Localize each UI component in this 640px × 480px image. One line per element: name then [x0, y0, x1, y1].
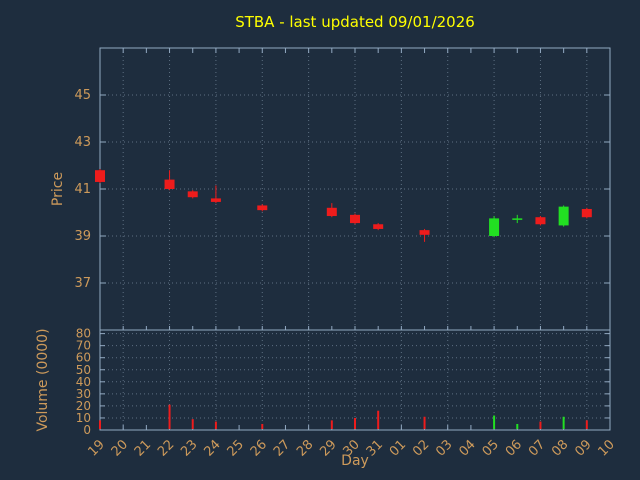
- svg-text:02: 02: [410, 437, 432, 459]
- svg-text:40: 40: [76, 375, 91, 389]
- candlestick-day-05: [489, 216, 500, 238]
- svg-text:41: 41: [74, 182, 91, 197]
- chart-title: STBA - last updated 09/01/2026: [235, 13, 475, 31]
- candlestick-day-22: [164, 170, 175, 191]
- svg-text:80: 80: [76, 327, 91, 341]
- svg-text:06: 06: [503, 437, 525, 459]
- svg-text:03: 03: [433, 437, 455, 459]
- candlestick-day-19: [95, 169, 105, 184]
- svg-text:01: 01: [387, 437, 409, 459]
- candlestick-day-24: [210, 185, 221, 204]
- svg-text:10: 10: [76, 411, 91, 425]
- svg-text:24: 24: [201, 437, 223, 459]
- day-axis-label: Day: [341, 453, 369, 469]
- candlestick-day-08: [558, 205, 569, 227]
- svg-text:37: 37: [74, 276, 91, 291]
- svg-text:04: 04: [456, 437, 478, 459]
- candlestick-day-02: [419, 228, 430, 242]
- candlestick-day-09: [581, 207, 592, 219]
- svg-text:20: 20: [76, 399, 91, 413]
- svg-text:08: 08: [549, 437, 571, 459]
- svg-text:45: 45: [74, 88, 91, 103]
- svg-text:0: 0: [83, 423, 91, 437]
- candlestick-day-31: [373, 223, 384, 231]
- svg-text:28: 28: [294, 437, 316, 459]
- svg-text:60: 60: [76, 351, 91, 365]
- svg-text:09: 09: [572, 437, 594, 459]
- svg-text:07: 07: [526, 437, 548, 459]
- svg-text:50: 50: [76, 363, 91, 377]
- volume-axis-label: Volume (0000): [35, 328, 51, 431]
- price-axis-label: Price: [50, 172, 66, 206]
- svg-text:43: 43: [74, 135, 91, 150]
- svg-text:21: 21: [132, 437, 154, 459]
- svg-text:20: 20: [109, 437, 131, 459]
- svg-text:29: 29: [317, 437, 339, 459]
- svg-text:23: 23: [178, 437, 200, 459]
- svg-text:70: 70: [76, 339, 91, 353]
- candlestick-day-06: [512, 214, 523, 224]
- svg-text:19: 19: [86, 437, 108, 459]
- candlestick-day-30: [350, 213, 360, 225]
- candlestick-day-26: [257, 204, 268, 212]
- svg-text:39: 39: [74, 229, 91, 244]
- svg-text:22: 22: [155, 437, 177, 459]
- candlestick-day-23: [187, 190, 198, 199]
- svg-text:30: 30: [76, 387, 91, 401]
- svg-text:10: 10: [596, 437, 618, 459]
- svg-text:25: 25: [225, 437, 247, 459]
- svg-text:27: 27: [271, 437, 293, 459]
- candlestick-day-07: [535, 216, 546, 226]
- candlestick-day-29: [326, 203, 337, 218]
- svg-text:05: 05: [480, 437, 502, 459]
- grid-lines: [100, 48, 610, 430]
- svg-text:26: 26: [248, 437, 270, 459]
